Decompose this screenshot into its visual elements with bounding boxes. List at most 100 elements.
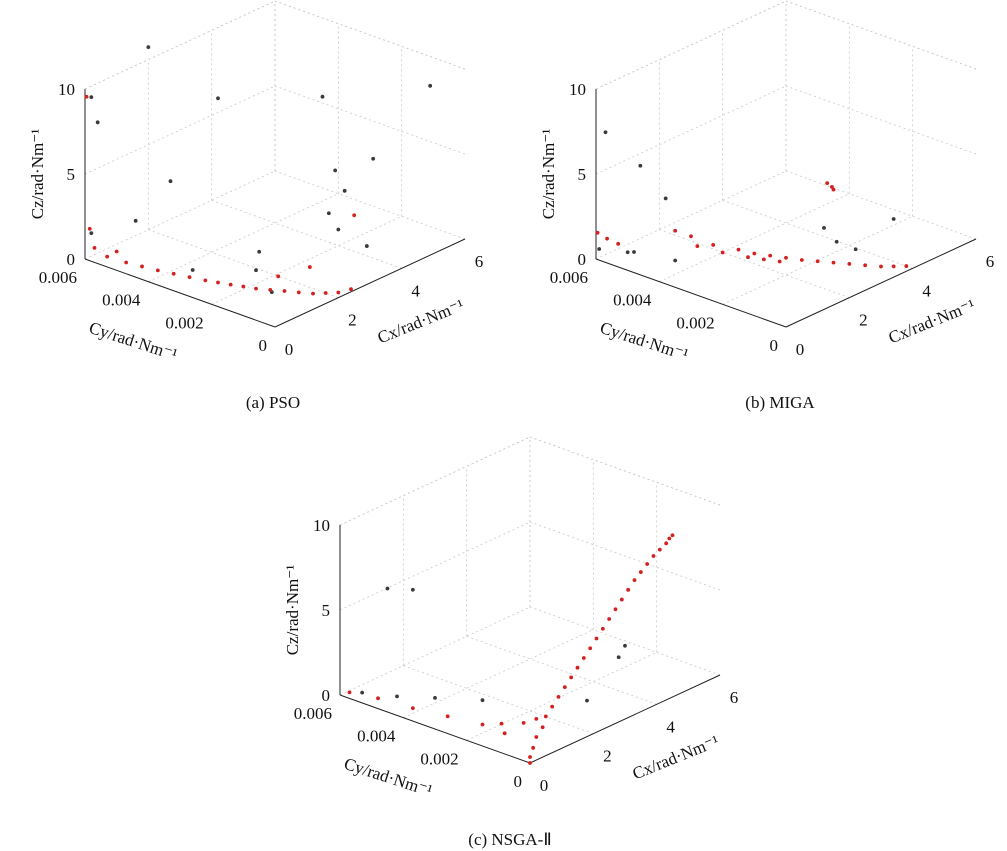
- y-tick-label: 0.002: [676, 313, 714, 332]
- scatter-point-red: [752, 251, 757, 256]
- scatter-point-red: [815, 259, 820, 264]
- scatter-point-dark: [364, 244, 369, 248]
- grid-line: [339, 606, 531, 696]
- scatter-point-dark: [89, 95, 94, 100]
- y-tick-label: 0.002: [420, 749, 458, 768]
- scatter-point-dark: [320, 94, 325, 99]
- scatter-point-red: [667, 536, 672, 541]
- grid-line: [785, 85, 977, 155]
- scatter-point-red: [588, 646, 593, 651]
- y-axis-line: [339, 694, 531, 764]
- scatter-point-red: [502, 731, 507, 736]
- scatter-point-dark: [623, 643, 627, 648]
- scatter-point-red: [695, 244, 700, 249]
- scatter-point-dark: [190, 268, 195, 272]
- y-axis-line: [595, 258, 787, 328]
- scatter-point-red: [638, 570, 643, 574]
- scatter-point-red: [575, 665, 580, 670]
- z-tick-label: 10: [58, 80, 75, 99]
- scatter-point-red: [761, 257, 766, 262]
- scatter-point-red: [276, 274, 281, 279]
- scatter-point-red: [605, 236, 609, 241]
- scatter-point-dark: [410, 587, 415, 592]
- grid-line: [211, 199, 402, 269]
- scatter-point-red: [616, 241, 621, 246]
- scatter-point-dark: [834, 239, 839, 244]
- scatter-point-red: [891, 264, 896, 269]
- scatter-point-dark: [616, 655, 621, 660]
- grid-line: [466, 651, 657, 741]
- scatter-point-red: [550, 704, 555, 709]
- x-axis-label: Cx/rad·Nm⁻¹: [375, 295, 467, 347]
- scatter-point-dark: [342, 188, 347, 193]
- scatter-point-dark: [428, 83, 433, 88]
- scatter-point-red: [254, 286, 258, 291]
- grid-line: [785, 170, 977, 240]
- scatter-point-red: [689, 234, 693, 239]
- scatter-point-red: [528, 755, 532, 759]
- scatter-point-red: [543, 714, 548, 719]
- panel-caption: (c) NSGA-Ⅱ: [468, 830, 551, 849]
- scatter-point-red: [768, 253, 773, 258]
- scatter-point-red: [607, 617, 612, 621]
- y-tick-label: 0.004: [357, 727, 396, 746]
- x-axis-label: Cx/rad·Nm⁻¹: [886, 295, 978, 347]
- y-tick-label: 0.006: [294, 704, 332, 723]
- scatter-point-red: [562, 685, 567, 690]
- scatter-point-dark: [146, 45, 151, 50]
- panel-caption: (a) PSO: [246, 393, 300, 412]
- x-tick-label: 6: [475, 252, 484, 271]
- scatter-point-red: [311, 291, 315, 296]
- x-tick-label: 2: [348, 311, 357, 330]
- scatter-point-red: [651, 554, 656, 558]
- scatter-point-dark: [891, 217, 896, 221]
- scatter-point-dark: [822, 226, 826, 230]
- scatter-point-dark: [360, 690, 365, 695]
- scatter-point-red: [777, 259, 782, 264]
- scatter-point-red: [376, 696, 380, 701]
- scatter-point-red: [581, 656, 586, 660]
- scatter-point-dark: [585, 698, 589, 703]
- scatter-point-red: [87, 226, 92, 231]
- scatter-point-dark: [597, 247, 602, 251]
- scatter-point-red: [347, 690, 352, 695]
- scatter-point-red: [268, 287, 273, 292]
- x-tick-label: 4: [411, 281, 420, 300]
- scatter-point-red: [711, 243, 716, 247]
- scatter-point-red: [673, 228, 678, 233]
- panel-caption: (b) MIGA: [745, 393, 815, 412]
- scatter-point-red: [664, 541, 669, 546]
- grid-line: [659, 193, 850, 283]
- grid-line: [529, 521, 721, 591]
- scatter-point-red: [349, 287, 353, 292]
- scatter-point-dark: [632, 250, 636, 254]
- grid-line: [148, 229, 339, 299]
- z-tick-label: 0: [322, 686, 331, 705]
- scatter-point-red: [499, 721, 504, 726]
- scatter-point-red: [521, 721, 526, 725]
- z-axis-label: Cz/rad·Nm⁻¹: [539, 129, 558, 220]
- scatter-point-red: [114, 249, 119, 254]
- scatter-point-red: [531, 745, 536, 750]
- z-tick-label: 10: [313, 516, 330, 535]
- scatter-point-red: [528, 761, 532, 765]
- scatter-point-red: [92, 246, 97, 250]
- scatter-point-red: [352, 213, 357, 218]
- panel-miga: 024600.0020.0040.0060510Cx/rad·Nm⁻¹Cy/ra…: [539, 0, 994, 412]
- scatter-point-red: [879, 264, 883, 269]
- scatter-point-red: [534, 716, 539, 721]
- grid-line: [595, 0, 787, 90]
- x-tick-label: 4: [666, 717, 675, 736]
- scatter-point-dark: [336, 227, 341, 232]
- y-tick-label: 0.002: [165, 313, 203, 332]
- scatter-point-red: [863, 263, 868, 268]
- scatter-point-dark: [433, 696, 437, 700]
- scatter-point-dark: [480, 698, 485, 703]
- x-tick-label: 0: [796, 340, 805, 359]
- scatter-point-red: [657, 547, 662, 552]
- x-axis-line: [274, 238, 466, 328]
- scatter-point-dark: [395, 694, 399, 699]
- scatter-point-dark: [333, 168, 338, 173]
- scatter-point-red: [410, 706, 415, 711]
- scatter-point-red: [105, 254, 110, 259]
